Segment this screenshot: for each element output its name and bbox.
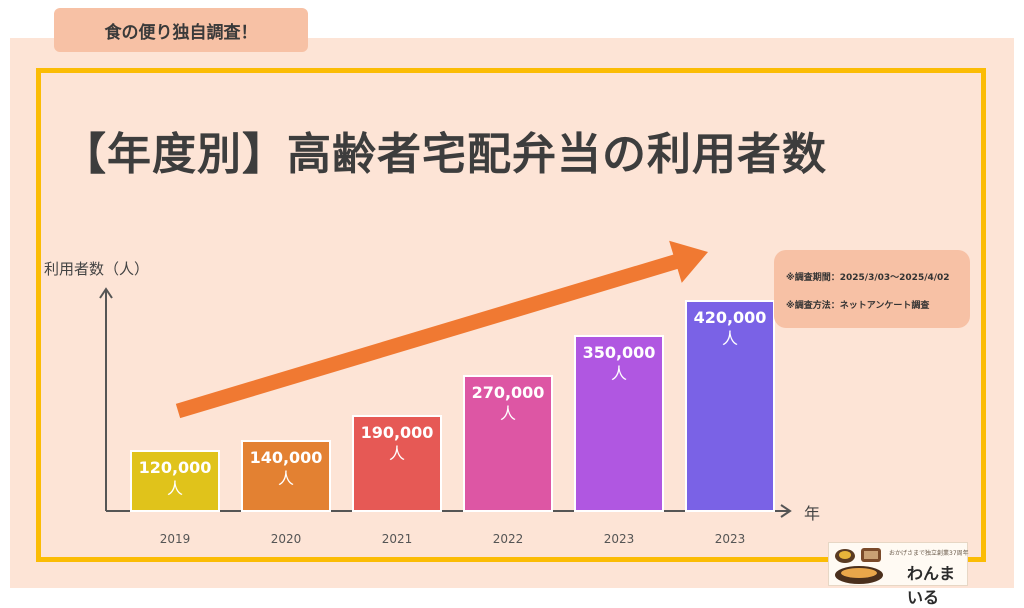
brand-logo: おかげさまで独立創業37周年 わんまいる [828,542,969,607]
logo-tagline: おかげさまで独立創業37周年 [889,550,969,557]
bar-value-label: 120,000 [139,458,212,477]
bar-value-label: 270,000 [472,383,545,402]
x-tick-label: 2020 [271,532,302,546]
bar-unit-label: 人 [722,329,738,348]
chart-title: 【年度別】高齢者宅配弁当の利用者数 [62,129,827,180]
bar-2023-4 [574,335,664,512]
bar-value-label: 190,000 [361,423,434,442]
bar-value-label: 140,000 [250,448,323,467]
bar-unit-label: 人 [278,469,294,488]
x-tick-label: 2021 [382,532,413,546]
bar-unit-label: 人 [500,404,516,423]
survey-notes: ※調査期間：2025/3/03〜2025/4/02 ※調査方法：ネットアンケート… [774,250,970,328]
y-axis-label: 利用者数（人） [44,260,150,278]
bar-2023-5 [685,300,775,512]
bar-unit-label: 人 [611,364,627,383]
x-axis-label: 年 [804,504,821,523]
survey-tag: 食の便り独自調査！ [54,8,308,52]
bar-2019-0 [130,450,220,512]
trend-arrow-head [669,240,708,283]
x-tick-label: 2019 [160,532,191,546]
chart-frame [36,68,986,562]
bars-group [130,300,775,512]
labels-group: 120,000 人 2019 140,000 人 2020 190,000 人 2021 270,… [139,308,767,546]
x-tick-label: 2023 [604,532,635,546]
bar-2022-3 [463,375,553,512]
bar-2021-2 [352,415,442,512]
trend-arrow [175,240,708,419]
bar-2020-1 [241,440,331,512]
survey-period: ※調査期間：2025/3/03〜2025/4/02 [786,273,950,283]
food-dishes-icon [835,548,883,584]
survey-method: ※調査方法：ネットアンケート調査 [786,301,930,311]
logo-brand: わんまいる [907,564,956,607]
x-tick-label: 2023 [715,532,746,546]
bar-value-label: 350,000 [583,343,656,362]
x-axis-arrowhead [780,504,792,518]
bar-unit-label: 人 [167,479,183,498]
bar-value-label: 420,000 [694,308,767,327]
y-axis-arrowhead [99,287,113,299]
x-tick-label: 2022 [493,532,524,546]
trend-arrow-shaft [175,253,681,419]
bar-unit-label: 人 [389,444,405,463]
